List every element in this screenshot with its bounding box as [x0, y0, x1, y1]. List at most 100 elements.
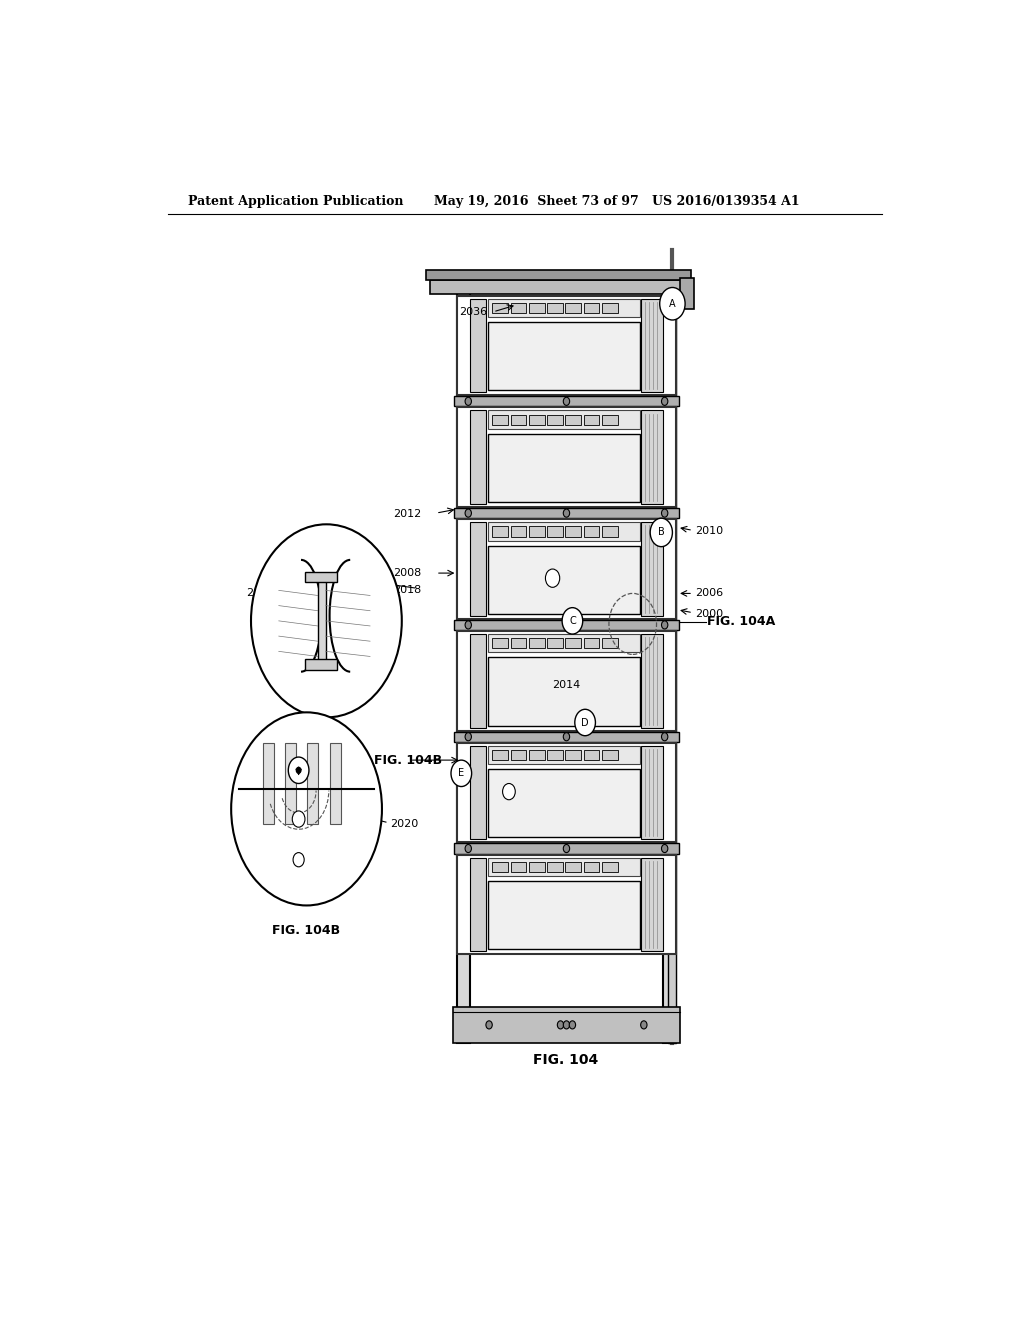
Bar: [547, 527, 563, 536]
Bar: [641, 858, 663, 952]
Text: 2012: 2012: [393, 510, 422, 519]
Text: D: D: [582, 718, 589, 727]
Bar: [488, 523, 640, 541]
Bar: [285, 743, 296, 824]
Circle shape: [292, 810, 305, 828]
Circle shape: [251, 524, 401, 718]
Bar: [493, 414, 508, 425]
Bar: [547, 862, 563, 873]
Bar: [584, 750, 599, 760]
Bar: [511, 302, 526, 313]
Circle shape: [563, 620, 569, 630]
Bar: [547, 414, 563, 425]
Bar: [488, 322, 640, 391]
Bar: [602, 414, 617, 425]
Bar: [458, 296, 676, 395]
Text: FIG. 104B: FIG. 104B: [272, 924, 341, 937]
Bar: [641, 634, 663, 727]
Bar: [641, 298, 663, 392]
Text: B: B: [658, 528, 665, 537]
Bar: [528, 414, 545, 425]
Circle shape: [486, 1020, 493, 1030]
Text: 2010: 2010: [695, 527, 724, 536]
Bar: [458, 854, 676, 954]
Bar: [602, 527, 617, 536]
Circle shape: [563, 845, 569, 853]
Bar: [602, 862, 617, 873]
Text: FIG. 104B: FIG. 104B: [374, 754, 442, 767]
Circle shape: [465, 733, 471, 741]
Bar: [458, 290, 470, 1043]
Bar: [493, 750, 508, 760]
Bar: [584, 302, 599, 313]
Circle shape: [563, 733, 569, 741]
Text: 2018: 2018: [393, 585, 422, 595]
Bar: [565, 862, 582, 873]
Bar: [493, 527, 508, 536]
Bar: [470, 298, 486, 392]
Circle shape: [563, 510, 569, 517]
Bar: [528, 750, 545, 760]
Bar: [565, 302, 582, 313]
Text: 2036: 2036: [460, 306, 487, 317]
Bar: [602, 638, 617, 648]
Bar: [511, 862, 526, 873]
Circle shape: [546, 569, 560, 587]
Bar: [488, 634, 640, 652]
Bar: [455, 731, 679, 742]
Bar: [584, 862, 599, 873]
Bar: [488, 657, 640, 726]
Bar: [317, 576, 326, 661]
Circle shape: [231, 713, 382, 906]
Circle shape: [231, 713, 382, 906]
Text: FIG. 104: FIG. 104: [534, 1053, 599, 1067]
Bar: [584, 414, 599, 425]
Circle shape: [557, 1020, 563, 1030]
Bar: [488, 545, 640, 614]
Bar: [488, 880, 640, 949]
Circle shape: [465, 845, 471, 853]
Bar: [565, 750, 582, 760]
Bar: [330, 743, 341, 824]
Circle shape: [563, 397, 569, 405]
Bar: [547, 302, 563, 313]
Circle shape: [662, 845, 668, 853]
Text: FIG. 104A: FIG. 104A: [292, 735, 360, 748]
Circle shape: [465, 397, 471, 405]
Bar: [565, 638, 582, 648]
Bar: [454, 1007, 680, 1043]
Bar: [455, 508, 679, 519]
Bar: [488, 770, 640, 837]
Bar: [584, 638, 599, 648]
Circle shape: [503, 784, 515, 800]
Bar: [641, 523, 663, 615]
Bar: [528, 302, 545, 313]
Circle shape: [662, 397, 668, 405]
Bar: [470, 411, 486, 504]
Circle shape: [563, 1020, 569, 1030]
Circle shape: [574, 709, 595, 735]
Bar: [493, 302, 508, 313]
Bar: [668, 290, 676, 1043]
Bar: [305, 660, 337, 669]
Text: A: A: [669, 298, 676, 309]
Text: 2020: 2020: [390, 820, 418, 829]
Bar: [307, 743, 318, 824]
Bar: [305, 572, 337, 582]
Bar: [470, 746, 486, 840]
Circle shape: [662, 620, 668, 630]
Text: 2008: 2008: [393, 568, 422, 578]
Circle shape: [569, 1020, 575, 1030]
Circle shape: [465, 620, 471, 630]
Bar: [263, 743, 274, 824]
Circle shape: [293, 853, 304, 867]
Bar: [470, 858, 486, 952]
Circle shape: [451, 760, 472, 787]
Bar: [455, 843, 679, 854]
Bar: [528, 638, 545, 648]
Bar: [565, 527, 582, 536]
Circle shape: [289, 758, 309, 784]
Circle shape: [296, 767, 301, 774]
Circle shape: [662, 510, 668, 517]
Text: C: C: [569, 616, 575, 626]
